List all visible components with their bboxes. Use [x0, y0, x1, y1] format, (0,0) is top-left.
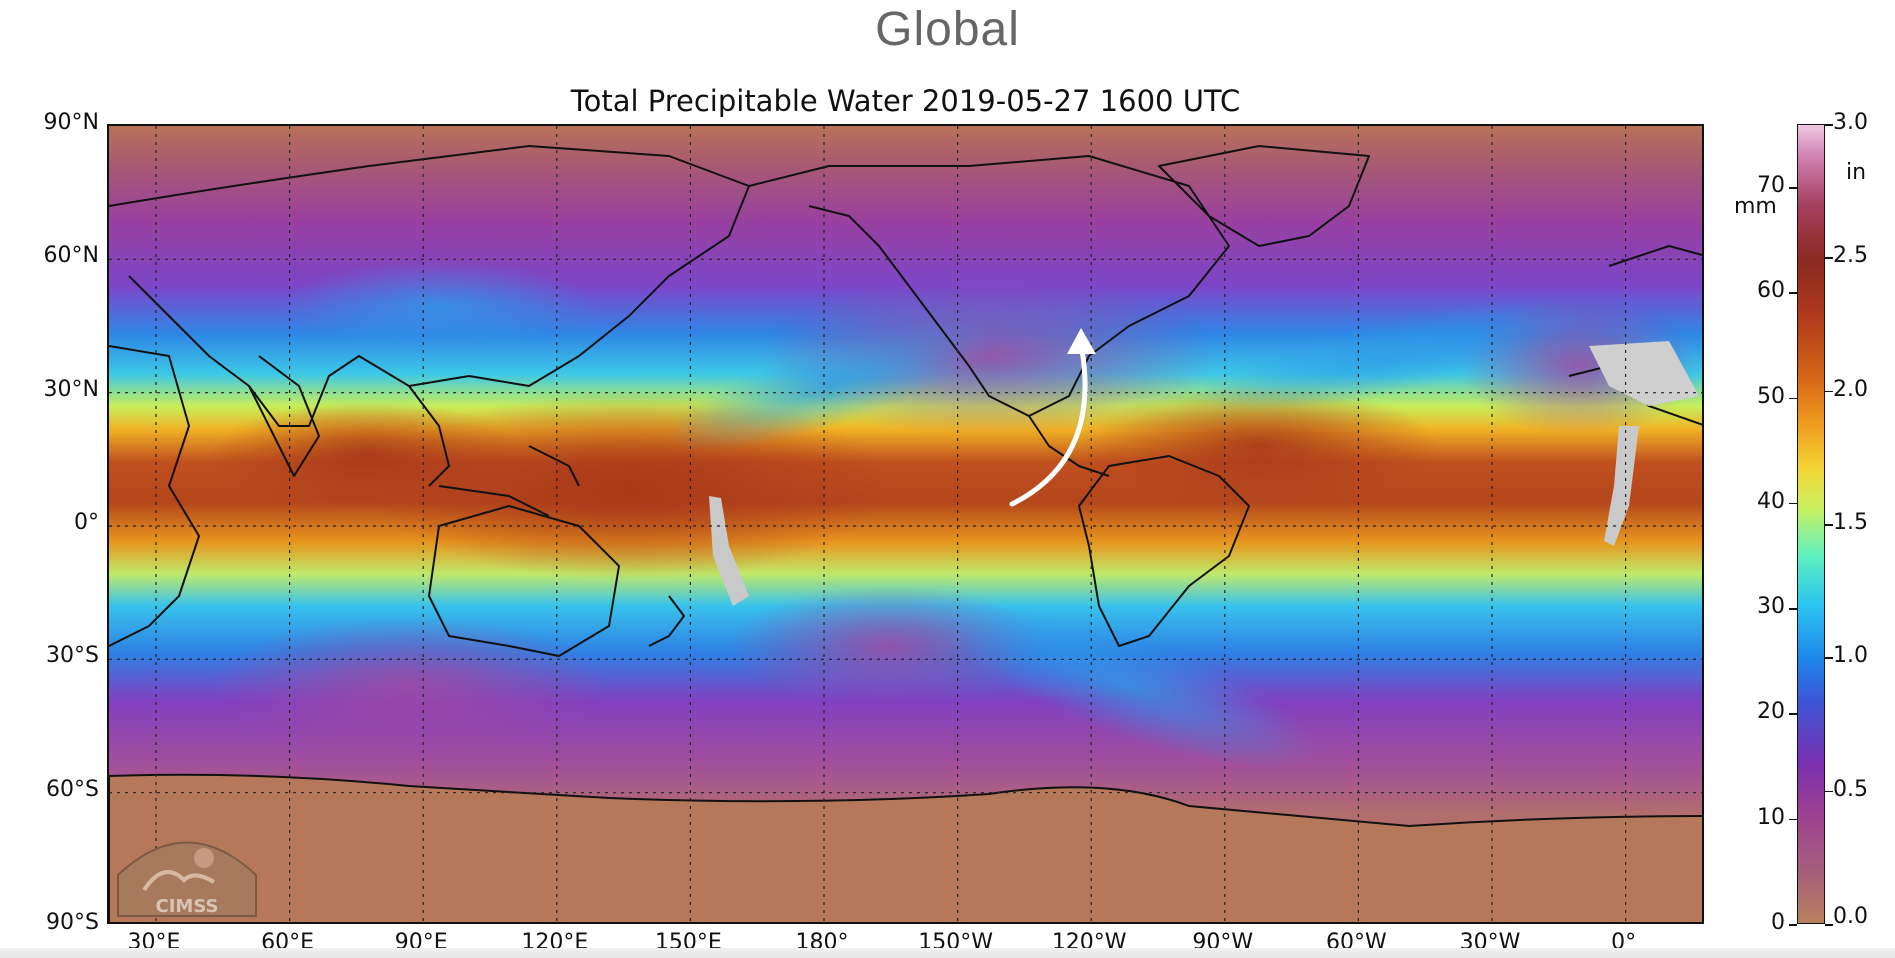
colorbar-mm-tick-label: 50: [1757, 383, 1785, 409]
colorbar-mm-tick: [1789, 397, 1797, 400]
colorbar-in-tick: [1825, 124, 1833, 126]
bottom-scroll-strip: [0, 948, 1895, 958]
colorbar-mm-tick-label: 40: [1757, 488, 1785, 514]
latitude-tick-label: 60°N: [43, 243, 99, 269]
colorbar-mm-tick-label: 0: [1771, 910, 1785, 935]
colorbar-in-tick-label: 2.0: [1833, 376, 1868, 402]
colorbar-mm-tick: [1789, 187, 1797, 189]
colorbar-mm-tick: [1789, 924, 1797, 926]
plot-title: Total Precipitable Water 2019-05-27 1600…: [570, 84, 1241, 118]
colorbar-mm-tick: [1789, 292, 1797, 294]
colorbar-mm-tick-label: 10: [1757, 804, 1785, 830]
colorbar-mm-tick: [1789, 502, 1797, 505]
tpw-map: CIMSS: [107, 124, 1704, 924]
colorbar-in-tick: [1825, 524, 1833, 526]
colorbar-mm-tick: [1789, 608, 1797, 610]
latitude-tick-label: 30°N: [43, 376, 99, 402]
colorbar-in-tick-label: 1.0: [1833, 643, 1868, 669]
latitude-tick-label: 90°S: [46, 910, 99, 935]
logo-text: CIMSS: [156, 896, 219, 917]
latitude-tick-label: 90°N: [43, 110, 99, 135]
cimss-logo: CIMSS: [117, 841, 257, 917]
colorbar-in-tick: [1825, 924, 1833, 926]
colorbar-mm-tick-label: 70: [1757, 173, 1785, 199]
tpw-map-canvas: [109, 126, 1702, 922]
colorbar-in-tick: [1825, 257, 1833, 259]
colorbar-in-tick-label: 1.5: [1833, 510, 1868, 535]
colorbar-in-tick-label: 0.5: [1833, 776, 1868, 802]
colorbar-mm-tick-label: 30: [1757, 594, 1785, 620]
colorbar: [1797, 124, 1825, 924]
colorbar-in-tick-label: 0.0: [1833, 904, 1868, 929]
colorbar-mm-tick: [1789, 818, 1797, 821]
colorbar-unit-mm: mm: [1734, 194, 1777, 219]
colorbar-in-tick-label: 2.5: [1833, 243, 1868, 269]
colorbar-in-tick: [1825, 790, 1833, 793]
colorbar-mm-tick-label: 20: [1757, 699, 1785, 725]
colorbar-in-tick: [1825, 657, 1833, 659]
colorbar-in-tick: [1825, 390, 1833, 393]
latitude-tick-label: 60°S: [46, 776, 99, 802]
page-title: Global: [875, 3, 1020, 56]
colorbar-mm-tick: [1789, 713, 1797, 715]
latitude-tick-label: 0°: [74, 510, 99, 535]
colorbar-mm-tick-label: 60: [1757, 278, 1785, 304]
colorbar-unit-in: in: [1846, 160, 1867, 185]
latitude-tick-label: 30°S: [46, 643, 99, 669]
colorbar-in-tick-label: 3.0: [1833, 110, 1868, 135]
